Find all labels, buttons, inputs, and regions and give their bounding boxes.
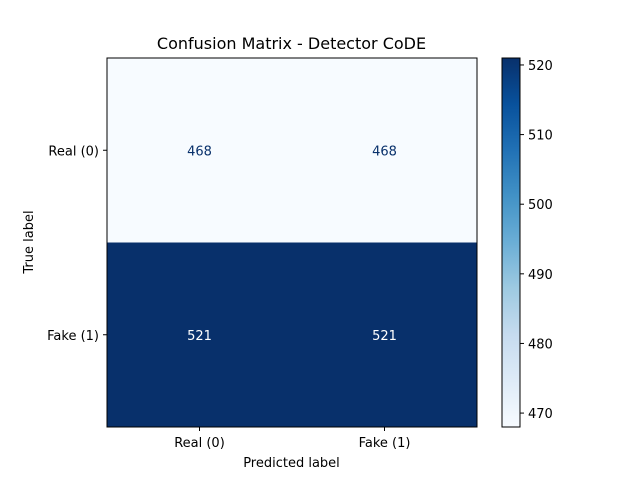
- colorbar-tick-label: 500: [528, 198, 553, 213]
- colorbar-tick-label: 510: [528, 129, 553, 144]
- matrix-cell: [107, 58, 293, 243]
- colorbar: [501, 57, 521, 428]
- x-axis-ticks: Real (0) Fake (1): [174, 427, 410, 451]
- colorbar-tick-label: 490: [528, 268, 553, 283]
- y-tick-label: Fake (1): [47, 329, 99, 344]
- matrix-frame: [106, 57, 478, 428]
- cell-value-label: 521: [372, 329, 397, 344]
- y-axis-label: True label: [22, 210, 37, 274]
- matrix-cell: [292, 58, 478, 243]
- colorbar-ticks: 470 480 490 500 510 520: [520, 59, 553, 422]
- matrix-cells: 468 468 521 521: [107, 58, 478, 428]
- y-tick-label: Real (0): [48, 144, 99, 159]
- x-axis-label: Predicted label: [243, 456, 340, 471]
- matrix-cell: [292, 242, 478, 428]
- chart-title: Confusion Matrix - Detector CoDE: [157, 34, 426, 53]
- cell-value-label: 468: [372, 144, 397, 159]
- colorbar-tick-label: 480: [528, 337, 553, 352]
- cell-value-label: 521: [187, 329, 212, 344]
- cell-value-label: 468: [187, 144, 212, 159]
- y-axis-ticks: Real (0) Fake (1): [47, 144, 107, 344]
- matrix-cell: [107, 242, 293, 428]
- x-tick-label: Real (0): [174, 436, 225, 451]
- colorbar-tick-label: 470: [528, 407, 553, 422]
- colorbar-tick-label: 520: [528, 59, 553, 74]
- x-tick-label: Fake (1): [359, 436, 411, 451]
